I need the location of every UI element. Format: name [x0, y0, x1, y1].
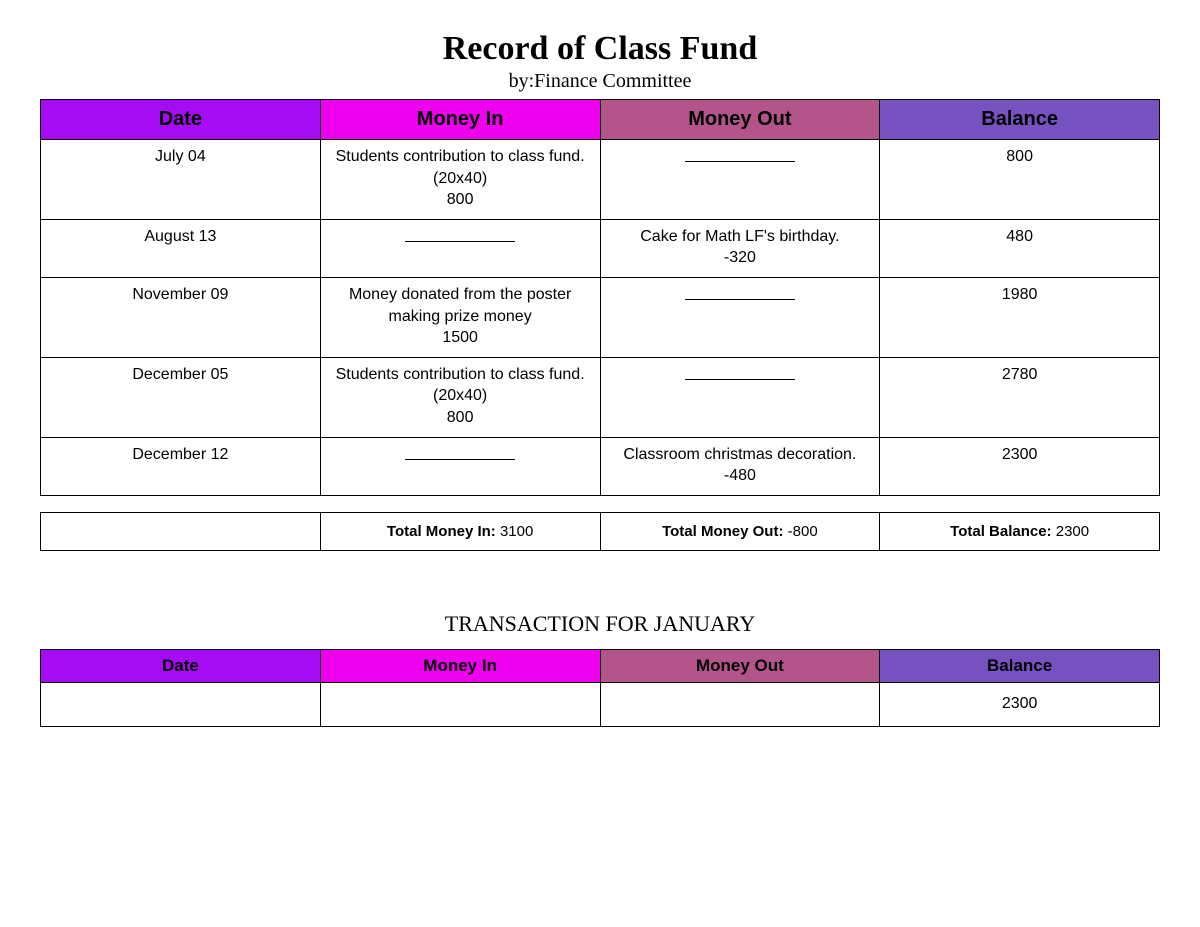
- cell-money-out: [600, 277, 880, 357]
- table-row: December 05Students contribution to clas…: [41, 357, 1160, 437]
- cell-money-out: Classroom christmas decoration.-480: [600, 437, 880, 495]
- cell-money-in: Money donated from the poster making pri…: [320, 277, 600, 357]
- january-header-row: Date Money In Money Out Balance: [41, 649, 1160, 682]
- jan-col-header-balance: Balance: [880, 649, 1160, 682]
- table-row: July 04Students contribution to class fu…: [41, 140, 1160, 220]
- total-balance: Total Balance: 2300: [880, 512, 1160, 550]
- col-header-money-out: Money Out: [600, 100, 880, 140]
- col-header-balance: Balance: [880, 100, 1160, 140]
- totals-table: Total Money In: 3100 Total Money Out: -8…: [40, 512, 1160, 551]
- total-money-out-label: Total Money Out:: [662, 523, 783, 540]
- january-row: 2300: [41, 682, 1160, 726]
- total-money-in-value: 3100: [500, 523, 533, 540]
- cell-date: December 05: [41, 357, 321, 437]
- total-balance-value: 2300: [1056, 523, 1089, 540]
- total-money-out: Total Money Out: -800: [600, 512, 880, 550]
- blank-line: [685, 146, 795, 162]
- jan-cell-balance: 2300: [880, 682, 1160, 726]
- cell-balance: 2780: [880, 357, 1160, 437]
- fund-table-body: July 04Students contribution to class fu…: [41, 140, 1160, 496]
- cell-money-in: [320, 437, 600, 495]
- cell-balance: 1980: [880, 277, 1160, 357]
- total-money-in: Total Money In: 3100: [320, 512, 600, 550]
- blank-line: [685, 364, 795, 380]
- cell-money-in: [320, 219, 600, 277]
- table-row: November 09Money donated from the poster…: [41, 277, 1160, 357]
- cell-balance: 480: [880, 219, 1160, 277]
- cell-date: July 04: [41, 140, 321, 220]
- cell-balance: 2300: [880, 437, 1160, 495]
- totals-empty-cell: [41, 512, 321, 550]
- totals-row: Total Money In: 3100 Total Money Out: -8…: [41, 512, 1160, 550]
- total-balance-label: Total Balance:: [950, 523, 1051, 540]
- fund-table: Date Money In Money Out Balance July 04S…: [40, 99, 1160, 496]
- cell-date: August 13: [41, 219, 321, 277]
- total-money-in-label: Total Money In:: [387, 523, 496, 540]
- col-header-money-in: Money In: [320, 100, 600, 140]
- jan-col-header-money-in: Money In: [320, 649, 600, 682]
- blank-line: [405, 226, 515, 242]
- table-row: August 13 Cake for Math LF's birthday.-32…: [41, 219, 1160, 277]
- blank-line: [405, 444, 515, 460]
- jan-cell-money-out: [600, 682, 880, 726]
- january-heading: TRANSACTION FOR JANUARY: [40, 611, 1160, 637]
- page-subtitle: by:Finance Committee: [40, 70, 1160, 93]
- jan-cell-date: [41, 682, 321, 726]
- table-row: December 12 Classroom christmas decoratio…: [41, 437, 1160, 495]
- cell-money-in: Students contribution to class fund.(20x…: [320, 140, 600, 220]
- cell-balance: 800: [880, 140, 1160, 220]
- jan-col-header-date: Date: [41, 649, 321, 682]
- jan-cell-money-in: [320, 682, 600, 726]
- cell-date: December 12: [41, 437, 321, 495]
- cell-date: November 09: [41, 277, 321, 357]
- cell-money-out: [600, 357, 880, 437]
- col-header-date: Date: [41, 100, 321, 140]
- jan-col-header-money-out: Money Out: [600, 649, 880, 682]
- cell-money-out: [600, 140, 880, 220]
- january-table: Date Money In Money Out Balance 2300: [40, 649, 1160, 727]
- page-title: Record of Class Fund: [40, 30, 1160, 68]
- table-header-row: Date Money In Money Out Balance: [41, 100, 1160, 140]
- cell-money-in: Students contribution to class fund.(20x…: [320, 357, 600, 437]
- blank-line: [685, 284, 795, 300]
- cell-money-out: Cake for Math LF's birthday.-320: [600, 219, 880, 277]
- total-money-out-value: -800: [788, 523, 818, 540]
